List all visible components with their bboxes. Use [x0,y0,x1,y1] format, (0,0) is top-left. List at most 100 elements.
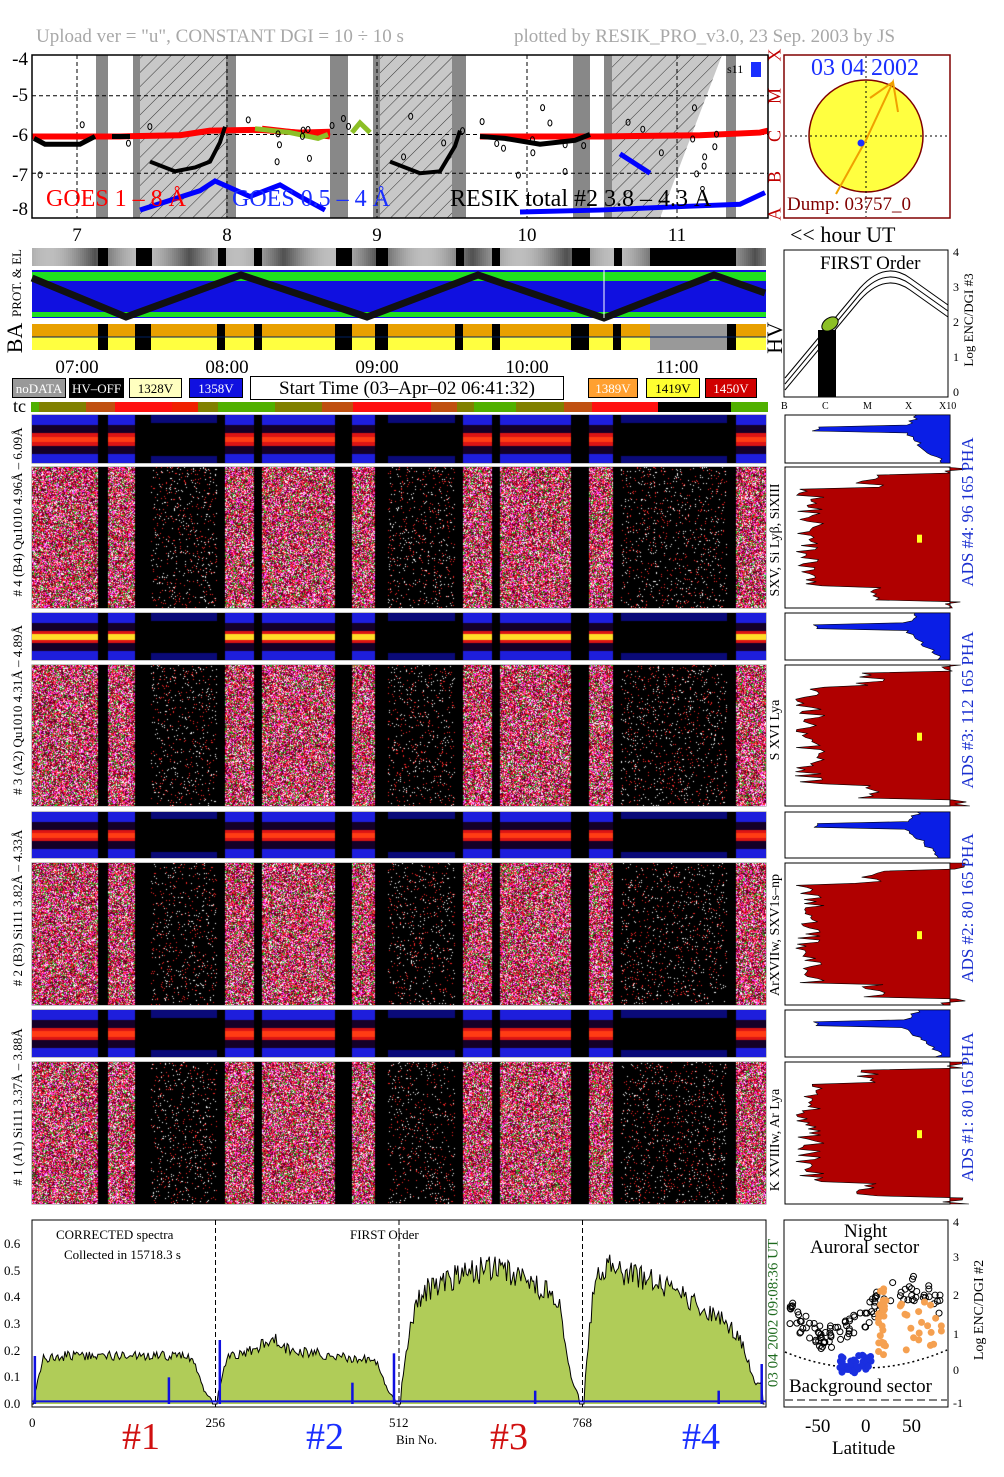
tc-segment [731,402,768,412]
aurora-point [925,1285,933,1293]
aurora-point [810,1319,818,1327]
aurora-point [827,1331,835,1339]
marker-label: s11 [727,62,744,76]
particle-strip-cell [374,248,376,266]
orange-point [932,1314,940,1322]
x-tick: -50 [805,1416,831,1437]
particle-strip-cell [560,248,562,266]
threshold-curve [784,276,949,385]
particle-strip-cell [372,248,374,266]
hour-tick: 9 [372,225,382,246]
particle-strip-cell [236,248,238,266]
particle-strip-cell [276,248,278,266]
particle-strip-cell [356,248,358,266]
line-histogram [794,664,970,807]
aurora-point [846,1317,854,1325]
particle-strip-cell [594,248,596,266]
particle-strip-cell [676,248,678,266]
channel-2-label: #2 [306,1416,344,1458]
particle-strip-cell [70,248,72,266]
aurora-point [850,1329,858,1337]
particle-strip-cell [226,248,228,266]
particle-strip-cell [242,248,244,266]
particle-strip-cell [156,248,158,266]
particle-strip-cell [638,248,640,266]
particle-strip-cell [522,248,524,266]
particle-strip-cell [398,248,400,266]
particle-strip-cell [144,248,146,266]
aurora-point [850,1311,858,1319]
pha-strip-image [32,613,766,660]
particle-strip-cell [700,248,702,266]
pha-strip-image [32,415,766,463]
legend-goes-05-4: GOES 0.5 – 4 Å [232,186,391,212]
y-tick: 0.3 [4,1316,21,1331]
class-x: X [764,48,785,62]
particle-strip-cell [734,248,736,266]
data-point [441,139,447,147]
particle-strip-cell [232,248,234,266]
particle-strip-cell [400,248,402,266]
particle-strip-cell [338,248,340,266]
lines-label-4: SXV, Si Lyβ, SiXIII [768,483,783,597]
hour-tick: 09:00 [355,357,399,378]
particle-strip-cell [728,248,730,266]
particle-strip-cell [92,248,94,266]
particle-strip-cell [116,248,118,266]
particle-strip-cell [256,248,258,266]
particle-strip-cell [136,248,138,266]
line-histogram [795,466,969,609]
particle-strip-cell [692,248,694,266]
particle-strip-cell [550,248,552,266]
particle-strip-cell [324,248,326,266]
particle-strip-cell [350,248,352,266]
aurora-point [817,1331,825,1339]
particle-strip-cell [354,248,356,266]
particle-strip-cell [540,248,542,266]
particle-strip-cell [422,248,424,266]
tc-segment [353,402,431,412]
particle-strip-cell [154,248,156,266]
particle-strip-cell [290,248,292,266]
particle-strip-cell [448,248,450,266]
particle-strip-cell [632,248,634,266]
background-point [864,1355,872,1363]
y-tick: 1 [953,350,959,364]
particle-strip-cell [120,248,122,266]
particle-strip-cell [720,248,722,266]
particle-strip-cell [742,248,744,266]
particle-strip-cell [168,248,170,266]
particle-strip-cell [708,248,710,266]
aurora-point [799,1324,807,1332]
spectrogram-image [32,467,766,608]
lightcurve-frame [31,54,769,219]
particle-strip-cell [546,248,548,266]
particle-strip-cell [378,248,380,266]
particle-strip-cell [626,248,628,266]
particle-strip-cell [508,248,510,266]
aurora-point [862,1323,870,1331]
particle-strip-cell [134,248,136,266]
tc-segment [516,402,564,412]
particle-strip-cell [328,248,330,266]
background-point [858,1351,866,1359]
data-gap-bar [226,55,236,218]
data-point [712,143,718,151]
data-point [299,132,305,140]
particle-strip-cell [58,248,60,266]
channel-3-label: #3 [490,1416,528,1458]
particle-strip-cell [510,248,512,266]
tc-label: tc [13,396,26,416]
data-point [494,140,500,148]
orange-point [901,1310,909,1318]
particle-strip-cell [32,248,34,266]
particle-strip-cell [524,248,526,266]
x-axis-label: Bin No. [396,1432,438,1447]
particle-strip-cell [506,248,508,266]
particle-strip-cell [678,248,680,266]
particle-strip-cell [254,248,256,266]
orange-point [907,1324,915,1332]
particle-strip-cell [252,248,254,266]
aurora-point [843,1333,851,1341]
data-point [340,114,346,122]
